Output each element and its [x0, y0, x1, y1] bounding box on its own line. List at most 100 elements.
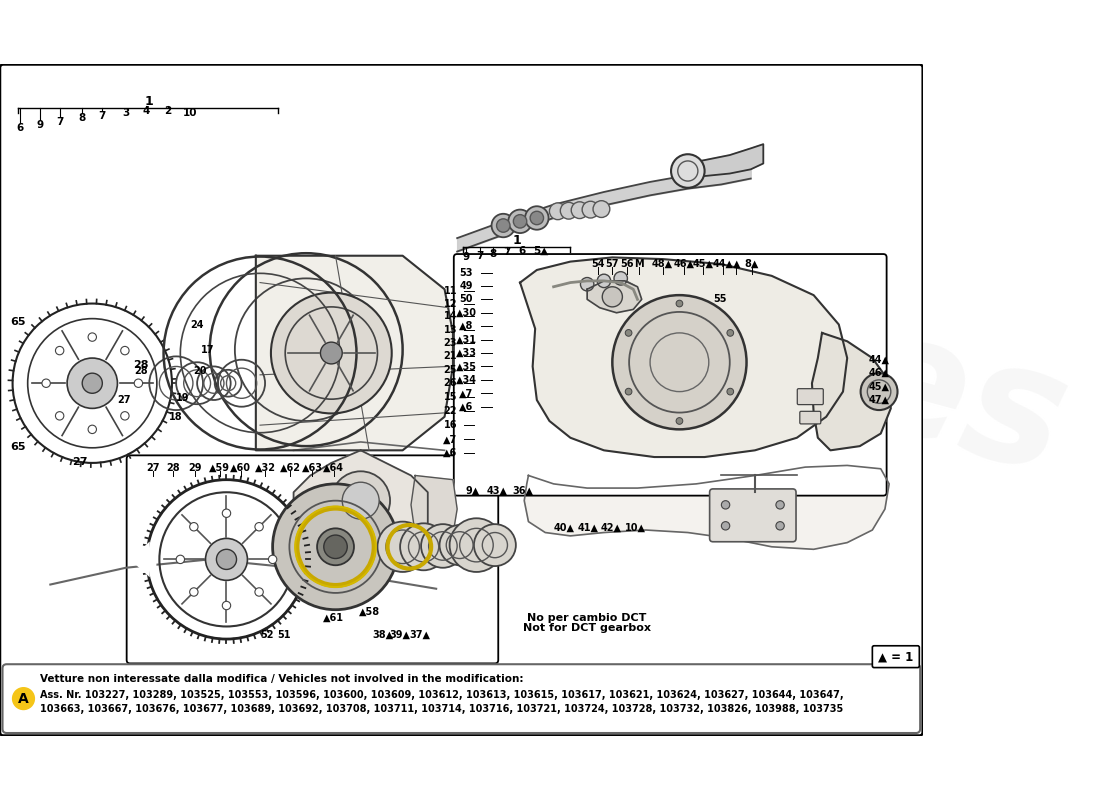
Text: europes: europes [308, 156, 1085, 510]
Text: 56: 56 [619, 259, 634, 269]
Text: 7: 7 [476, 250, 484, 261]
Text: ▲8: ▲8 [459, 321, 474, 331]
Text: 22: 22 [443, 406, 458, 416]
Circle shape [525, 206, 549, 230]
Text: 103663, 103667, 103676, 103677, 103689, 103692, 103708, 103711, 103714, 103716, : 103663, 103667, 103676, 103677, 103689, … [41, 704, 844, 714]
Text: 26: 26 [443, 378, 458, 388]
Text: 52: 52 [260, 630, 274, 640]
FancyBboxPatch shape [0, 65, 923, 735]
Text: 10: 10 [183, 108, 197, 118]
Circle shape [88, 425, 97, 434]
Text: 25: 25 [443, 365, 458, 375]
Circle shape [217, 550, 236, 570]
Text: 29: 29 [188, 463, 201, 473]
Text: 9: 9 [36, 120, 44, 130]
Text: ▲31: ▲31 [455, 334, 477, 345]
Text: 27: 27 [146, 463, 160, 473]
Text: 1: 1 [513, 234, 521, 247]
Circle shape [82, 373, 102, 394]
Circle shape [603, 286, 623, 307]
FancyBboxPatch shape [872, 646, 920, 667]
Text: ▲61: ▲61 [323, 613, 344, 623]
FancyBboxPatch shape [2, 664, 921, 733]
Circle shape [134, 379, 143, 387]
Circle shape [671, 154, 705, 188]
Text: 21: 21 [443, 351, 458, 362]
Polygon shape [520, 258, 847, 457]
Text: 8: 8 [490, 249, 497, 259]
Circle shape [676, 418, 683, 424]
Text: 18: 18 [169, 412, 183, 422]
Text: ▲6: ▲6 [460, 402, 473, 412]
Polygon shape [411, 475, 458, 534]
Text: 38▲: 38▲ [372, 630, 393, 640]
Text: ▲32: ▲32 [254, 463, 276, 473]
FancyBboxPatch shape [126, 455, 498, 663]
Text: 16: 16 [443, 420, 458, 430]
Circle shape [613, 295, 747, 430]
Text: ▲60: ▲60 [230, 463, 251, 473]
Text: 44▲: 44▲ [713, 259, 734, 269]
Text: 8: 8 [78, 113, 86, 123]
Polygon shape [256, 256, 453, 450]
Text: ▲ = 1: ▲ = 1 [878, 650, 913, 663]
Circle shape [496, 219, 510, 232]
Circle shape [593, 201, 609, 218]
Circle shape [255, 588, 263, 596]
Circle shape [121, 346, 129, 354]
Text: 48▲: 48▲ [652, 259, 673, 269]
Circle shape [55, 412, 64, 420]
Text: Ass. Nr. 103227, 103289, 103525, 103553, 103596, 103600, 103609, 103612, 103613,: Ass. Nr. 103227, 103289, 103525, 103553,… [41, 690, 844, 700]
FancyBboxPatch shape [800, 411, 821, 424]
Text: 1: 1 [144, 95, 153, 108]
Text: 50: 50 [460, 294, 473, 304]
Text: M: M [635, 259, 643, 269]
Circle shape [255, 522, 263, 531]
Text: 28: 28 [134, 366, 147, 376]
Text: Not for DCT gearbox: Not for DCT gearbox [524, 623, 651, 633]
Text: 5▲: 5▲ [534, 246, 549, 256]
Text: ▲63: ▲63 [301, 463, 322, 473]
Text: ▲58: ▲58 [359, 606, 380, 616]
Text: 40▲: 40▲ [554, 522, 575, 533]
Circle shape [549, 203, 566, 220]
Circle shape [268, 555, 277, 563]
Text: 23: 23 [443, 338, 458, 348]
Circle shape [440, 525, 480, 566]
Text: 27: 27 [118, 395, 131, 405]
Text: 7: 7 [99, 110, 106, 121]
Text: ▲35: ▲35 [455, 362, 477, 371]
Circle shape [530, 211, 543, 225]
Text: 41▲: 41▲ [578, 522, 598, 533]
Text: ▲34: ▲34 [455, 375, 477, 385]
Circle shape [55, 346, 64, 354]
Text: 3: 3 [122, 108, 130, 118]
Circle shape [377, 522, 428, 572]
Circle shape [400, 523, 447, 570]
Text: 11: 11 [443, 286, 458, 296]
Text: 12: 12 [443, 298, 458, 309]
Text: 27: 27 [72, 458, 87, 467]
Text: 57: 57 [606, 259, 619, 269]
Text: 65: 65 [10, 442, 25, 452]
Text: 6: 6 [518, 246, 526, 256]
Text: 46▲: 46▲ [869, 368, 890, 378]
Text: 43▲: 43▲ [487, 486, 508, 495]
Text: 51: 51 [277, 630, 290, 640]
Text: 9: 9 [463, 253, 470, 262]
Text: 37▲: 37▲ [409, 630, 430, 640]
Circle shape [176, 555, 185, 563]
Circle shape [560, 202, 578, 219]
Polygon shape [294, 450, 428, 546]
Text: 65: 65 [10, 317, 25, 326]
Text: Vetture non interessate dalla modifica / Vehicles not involved in the modificati: Vetture non interessate dalla modifica /… [41, 674, 524, 684]
Text: ▲7: ▲7 [460, 388, 473, 398]
Circle shape [273, 484, 398, 610]
FancyBboxPatch shape [798, 389, 823, 405]
Text: ▲62: ▲62 [279, 463, 300, 473]
Text: 45▲: 45▲ [692, 259, 714, 269]
Circle shape [206, 538, 248, 580]
Circle shape [727, 330, 734, 336]
Text: ▲6: ▲6 [443, 448, 458, 458]
Circle shape [42, 379, 51, 387]
